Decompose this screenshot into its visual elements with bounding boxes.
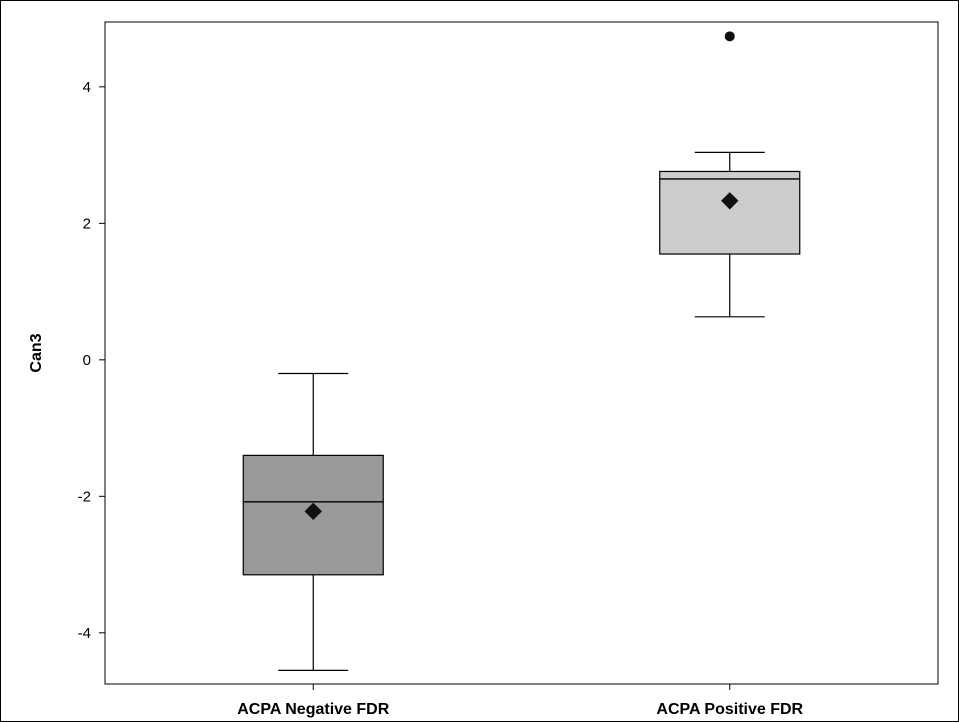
y-tick-label: 2 [83, 215, 91, 232]
iqr-box [659, 170, 801, 255]
y-tick-label: 4 [83, 79, 91, 96]
outlier-point [724, 31, 735, 42]
mean-marker [721, 192, 739, 210]
mean-marker [304, 502, 322, 521]
y-tick-label: -2 [78, 488, 91, 505]
y-axis-title: Can3 [28, 333, 45, 372]
box-group [242, 372, 384, 671]
plot-area-frame [104, 21, 939, 685]
plot-layer: -4 -2 0 2 4 ACPA Negative FDR ACPA Positive FD… [78, 21, 939, 718]
x-category-label: ACPA Negative FDR [237, 701, 389, 718]
y-tick-label: 0 [83, 352, 91, 369]
box-group [659, 31, 801, 318]
y-tick-label: -4 [78, 625, 91, 642]
x-category-label: ACPA Positive FDR [656, 701, 803, 718]
